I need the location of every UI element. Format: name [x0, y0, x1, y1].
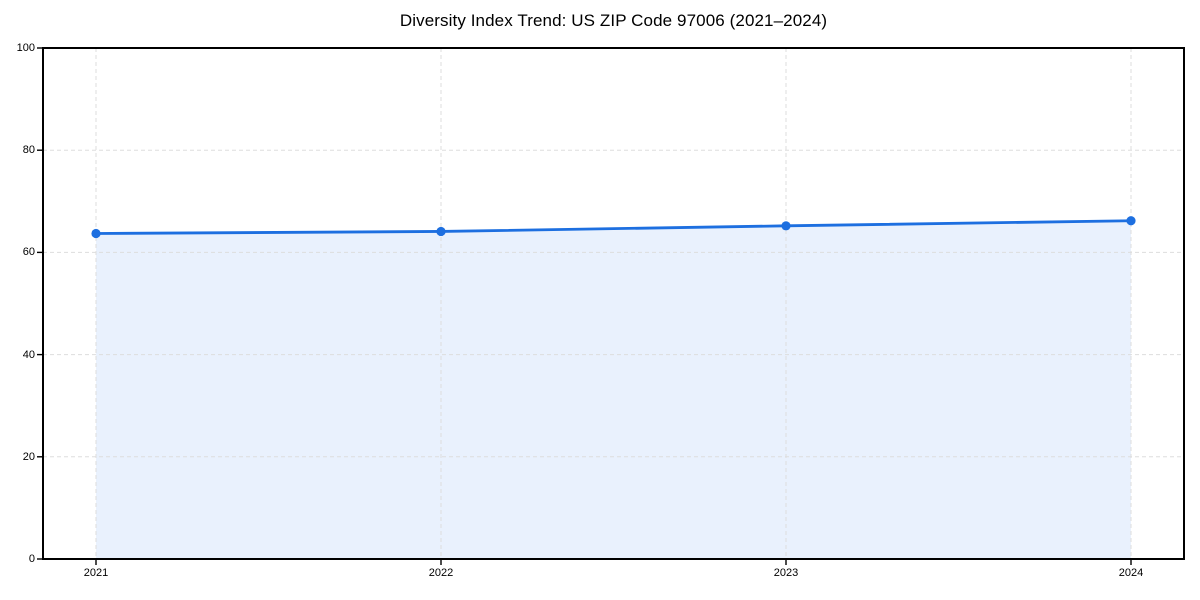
chart-title: Diversity Index Trend: US ZIP Code 97006… [399, 11, 828, 30]
x-tick-label-2022: 2022 [428, 567, 454, 579]
area-fill [96, 220, 1131, 559]
y-tick-label-40: 40 [22, 348, 35, 361]
y-tick-label-20: 20 [22, 450, 35, 463]
data-point-2022 [436, 226, 446, 237]
data-point-2024 [1126, 216, 1136, 226]
y-tick-label-0: 0 [28, 553, 35, 565]
y-tick-label-100: 100 [16, 42, 35, 54]
y-tick-label-80: 80 [22, 144, 35, 157]
data-point-2021 [91, 228, 101, 239]
trend-line [94, 219, 1133, 235]
x-tick-label-2023: 2023 [773, 567, 799, 579]
data-point-2023 [781, 221, 791, 231]
y-tick-label-60: 60 [22, 246, 35, 259]
plot-frame [42, 47, 1185, 560]
x-tick-label-2021: 2021 [83, 567, 109, 579]
x-tick-label-2024: 2024 [1118, 567, 1144, 579]
